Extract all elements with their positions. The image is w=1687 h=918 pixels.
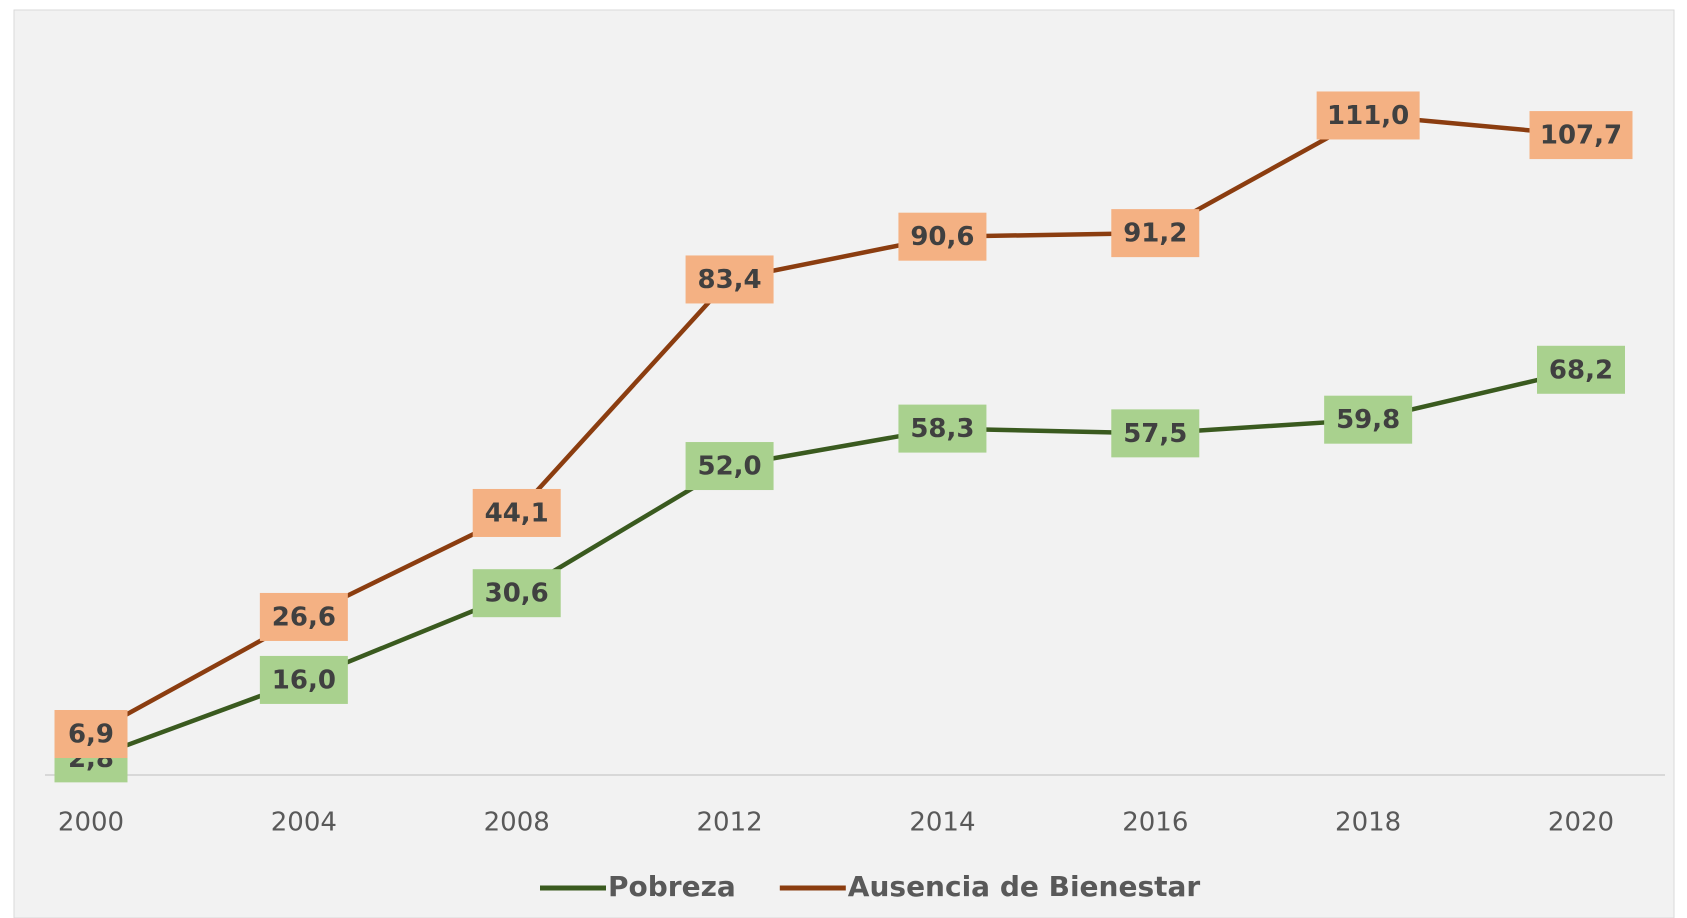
x-tick-label: 2004 xyxy=(271,808,337,838)
data-label-box xyxy=(54,710,128,759)
x-tick-label: 2014 xyxy=(909,808,975,838)
legend-label: Ausencia de Bienestar xyxy=(848,870,1201,903)
data-label: 83,4 xyxy=(697,265,761,295)
data-label: 58,3 xyxy=(910,414,974,444)
data-label: 44,1 xyxy=(485,498,549,528)
data-label-box xyxy=(685,442,774,491)
data-label: 57,5 xyxy=(1123,419,1187,449)
data-label-box xyxy=(259,655,348,704)
data-label: 26,6 xyxy=(272,602,336,632)
data-label: 68,2 xyxy=(1549,355,1613,385)
data-label-box xyxy=(472,569,561,618)
data-label-box xyxy=(898,404,987,453)
chart-background xyxy=(13,9,1675,918)
data-label-box xyxy=(685,255,774,304)
data-label: 52,0 xyxy=(697,452,761,482)
x-tick-label: 2020 xyxy=(1548,808,1614,838)
legend-label: Pobreza xyxy=(608,870,736,903)
data-label-box xyxy=(1537,345,1625,394)
data-label-box xyxy=(259,592,348,641)
data-label: 6,9 xyxy=(68,720,114,750)
data-label: 111,0 xyxy=(1327,101,1409,131)
x-tick-label: 2016 xyxy=(1122,808,1188,838)
x-tick-label: 2008 xyxy=(484,808,550,838)
data-label: 59,8 xyxy=(1336,405,1400,435)
data-label-box xyxy=(1529,111,1633,160)
data-label: 90,6 xyxy=(910,222,974,252)
data-label-box xyxy=(898,212,987,261)
data-label-box xyxy=(1111,209,1200,258)
data-label: 16,0 xyxy=(272,665,336,695)
data-label-box xyxy=(1324,395,1413,444)
data-label-box xyxy=(472,488,561,537)
data-label-box xyxy=(1111,409,1200,458)
data-label: 107,7 xyxy=(1540,121,1622,151)
data-label-box xyxy=(1316,91,1420,140)
data-label: 91,2 xyxy=(1123,219,1187,249)
x-tick-label: 2012 xyxy=(696,808,762,838)
x-tick-label: 2000 xyxy=(58,808,124,838)
data-label: 30,6 xyxy=(485,579,549,609)
x-tick-label: 2018 xyxy=(1335,808,1401,838)
